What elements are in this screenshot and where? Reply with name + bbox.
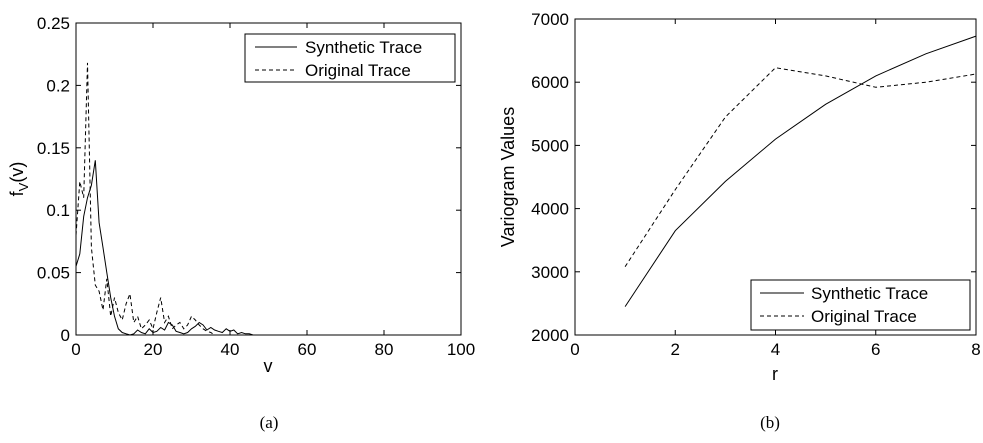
y-tick-label-b: 5000	[531, 136, 569, 155]
x-tick-label-a: 40	[221, 340, 240, 359]
y-tick-label-b: 7000	[531, 10, 569, 29]
y-tick-label-a: 0	[61, 326, 70, 345]
caption-b: (b)	[760, 413, 780, 432]
x-axis-label-a: v	[264, 356, 273, 376]
y-tick-label-b: 3000	[531, 263, 569, 282]
x-tick-label-a: 60	[298, 340, 317, 359]
y-axis-label-a: fV(v)	[7, 162, 31, 197]
x-tick-label-b: 2	[671, 340, 680, 359]
y-axis-label-b: Variogram Values	[498, 107, 518, 247]
x-tick-label-b: 0	[570, 340, 579, 359]
legend-label-synthetic-b: Synthetic Trace	[811, 284, 928, 303]
panel-b: 0 2 4 6 8 2000 3000 4000 5000 6000 7000 r Variogr…	[498, 10, 981, 432]
series-group-b	[624, 35, 977, 307]
x-tick-label-a: 80	[375, 340, 394, 359]
legend-box-a	[244, 33, 456, 83]
y-tick-label-a: 0.15	[37, 139, 70, 158]
x-tick-label-b: 8	[971, 340, 980, 359]
x-tick-label-a: 20	[144, 340, 163, 359]
y-tick-label-a: 0.25	[37, 14, 70, 33]
y-tick-label-b: 6000	[531, 73, 569, 92]
y-tick-label-b: 2000	[531, 326, 569, 345]
legend-label-synthetic-a: Synthetic Trace	[305, 38, 422, 57]
y-tick-label-b: 4000	[531, 200, 569, 219]
legend-label-original-a: Original Trace	[305, 61, 411, 80]
panel-a: 0 20 40 60 80 100 0 0.05 0.1 0.15 0.2 0.25 v fV(v)…	[7, 14, 475, 432]
series-line-synthetic-a	[75, 160, 257, 336]
y-ticks-a: 0 0.05 0.1 0.15 0.2 0.25	[37, 14, 461, 345]
series-group-a	[75, 62, 257, 336]
x-ticks-a: 0 20 40 60 80 100	[71, 23, 475, 359]
legend-box-b	[750, 279, 971, 331]
legend-b: Synthetic Trace Original Trace	[750, 279, 971, 331]
caption-a: (a)	[260, 413, 279, 432]
y-tick-label-a: 0.05	[37, 264, 70, 283]
x-tick-label-b: 6	[871, 340, 880, 359]
legend-label-original-b: Original Trace	[811, 307, 917, 326]
series-line-original-b	[624, 67, 977, 267]
series-line-original-a	[75, 62, 215, 336]
x-tick-label-a: 100	[447, 340, 475, 359]
legend-a: Synthetic Trace Original Trace	[244, 33, 456, 83]
y-ticks-b: 2000 3000 4000 5000 6000 7000	[531, 10, 976, 345]
y-tick-label-a: 0.1	[46, 201, 70, 220]
x-tick-label-a: 0	[71, 340, 80, 359]
series-line-synthetic-b	[624, 35, 977, 307]
x-axis-label-b: r	[772, 364, 778, 384]
x-ticks-b: 0 2 4 6 8	[570, 19, 981, 359]
y-tick-label-a: 0.2	[46, 76, 70, 95]
x-tick-label-b: 4	[771, 340, 780, 359]
